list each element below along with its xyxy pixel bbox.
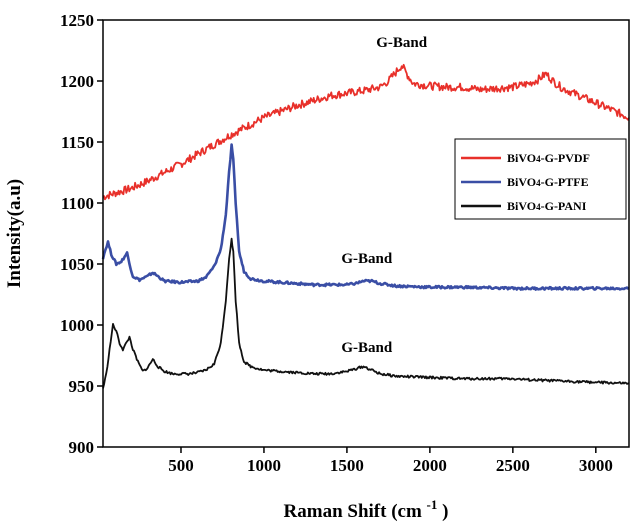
- x-tick-label: 2500: [496, 456, 530, 475]
- legend-label-1: BiVO4-G-PVDF: [507, 151, 590, 165]
- y-axis-label: Intensity(a.u): [4, 179, 25, 288]
- plot-lines: [101, 63, 630, 389]
- g-band-annotation: G-Band: [341, 340, 393, 356]
- x-axis-label: Raman Shift (cm -1 ): [284, 493, 449, 522]
- legend-label-2: BiVO4-G-PTFE: [507, 175, 589, 189]
- g-band-annotation: G-Band: [376, 35, 428, 51]
- series-line-2: [101, 143, 630, 291]
- g-band-annotation: G-Band: [341, 251, 393, 267]
- y-tick-label: 1050: [60, 255, 94, 274]
- series-line-3: [102, 237, 630, 389]
- plot-frame: [102, 19, 630, 448]
- annotations: G-Band G-Band G-Band: [341, 35, 427, 356]
- legend: BiVO4-G-PVDF BiVO4-G-PTFE BiVO4-G-PANI: [454, 138, 627, 220]
- x-axis-label-main: Raman Shift: [284, 501, 388, 522]
- legend-label-3: BiVO4-G-PANI: [507, 199, 587, 213]
- y-tick-label: 1000: [60, 316, 94, 335]
- x-tick-label: 1500: [330, 456, 364, 475]
- x-tick-label: 1000: [247, 456, 281, 475]
- series-line-1: [102, 63, 630, 201]
- x-axis-label-unit-base: (cm: [391, 501, 422, 522]
- axis-ticks: 500 1000 1500 2000 2500 3000 900 950 1000 1050 110…: [60, 11, 613, 475]
- y-tick-label: 950: [69, 377, 95, 396]
- x-tick-label: 500: [168, 456, 194, 475]
- y-tick-label: 1150: [61, 133, 94, 152]
- y-tick-label: 1250: [60, 11, 94, 30]
- x-tick-label: 3000: [579, 456, 613, 475]
- x-axis-label-unit-exp: -1: [427, 497, 438, 512]
- y-tick-label: 900: [69, 438, 95, 457]
- x-tick-label: 2000: [413, 456, 447, 475]
- x-axis-label-unit-close: ): [442, 501, 448, 522]
- y-tick-label: 1200: [60, 72, 94, 91]
- y-tick-label: 1100: [61, 194, 94, 213]
